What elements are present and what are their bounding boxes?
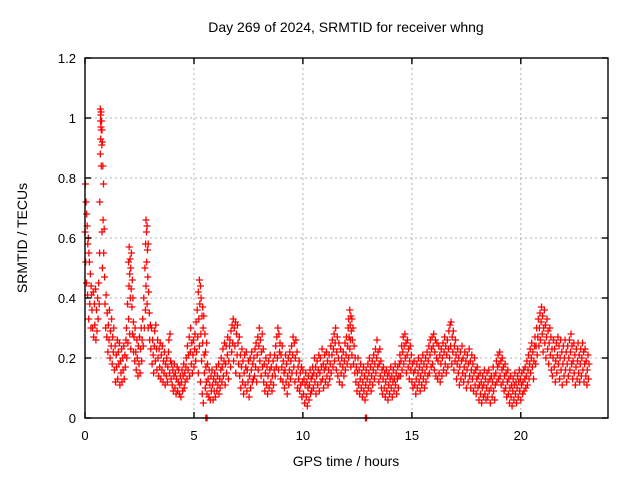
axis-ticks [84,57,608,419]
svg-text:5: 5 [190,428,197,443]
data-points [81,105,593,422]
y-tick-labels: 0 0.2 0.4 0.6 0.8 1 1.2 [58,51,76,426]
x-tick-labels: 0 5 10 15 20 [81,428,528,443]
svg-text:20: 20 [514,428,528,443]
x-axis-label: GPS time / hours [293,453,400,469]
chart-title: Day 269 of 2024, SRMTID for receiver whn… [208,19,483,35]
svg-text:1.2: 1.2 [58,51,76,66]
svg-text:0.4: 0.4 [58,291,76,306]
svg-text:0: 0 [81,428,88,443]
svg-text:0.6: 0.6 [58,231,76,246]
svg-text:1: 1 [69,111,76,126]
svg-text:0: 0 [69,411,76,426]
svg-text:10: 10 [296,428,310,443]
svg-text:0.8: 0.8 [58,171,76,186]
svg-text:15: 15 [405,428,419,443]
y-axis-label: SRMTID / TECUs [14,183,30,293]
svg-text:0.2: 0.2 [58,351,76,366]
